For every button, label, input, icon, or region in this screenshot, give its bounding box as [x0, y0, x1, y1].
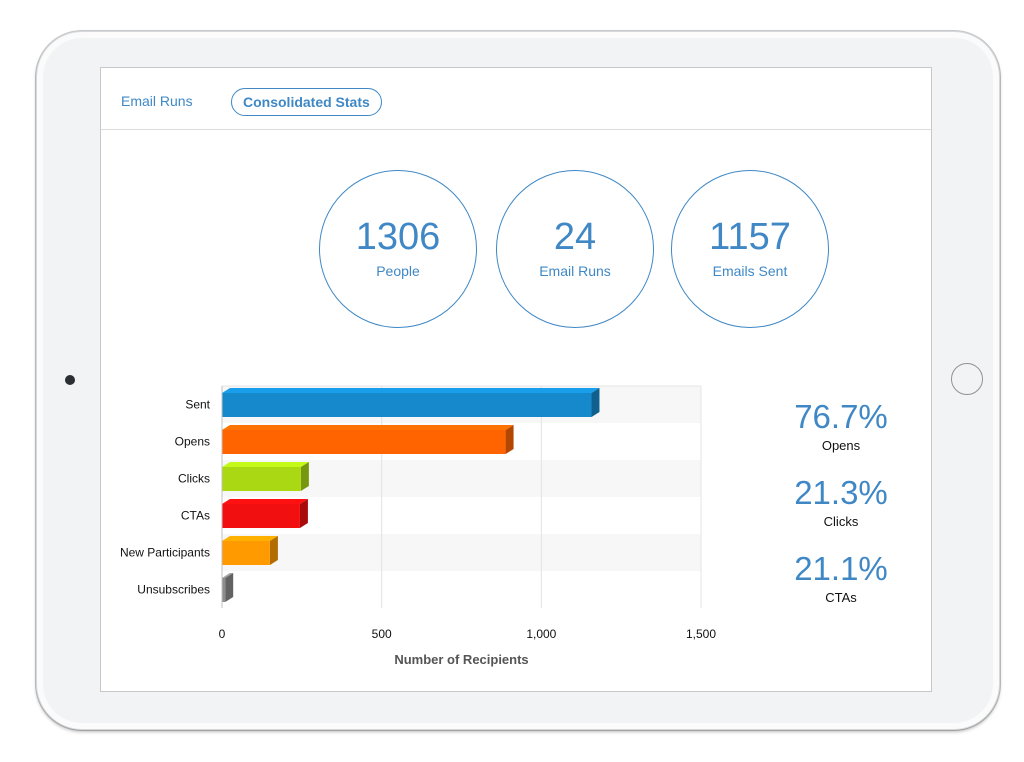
pct-clicks-label: Clicks: [823, 514, 859, 529]
pct-clicks-value: 21.3%: [794, 474, 888, 511]
bar-unsubscribes: [222, 578, 226, 602]
bar-ctas-top: [222, 499, 308, 504]
x-axis-label: Number of Recipients: [394, 652, 528, 667]
stat-email-runs: 24 Email Runs: [496, 170, 654, 328]
chart-row-band: [222, 534, 701, 571]
bar-clicks-side: [300, 462, 309, 491]
bar-opens-top: [222, 425, 514, 430]
tab-bar: Email Runs Consolidated Stats: [101, 68, 931, 130]
x-tick-label: 0: [219, 627, 226, 641]
stat-email-runs-label: Email Runs: [539, 263, 611, 279]
pct-opens-label: Opens: [821, 438, 861, 453]
bar-sent: [222, 393, 592, 417]
stat-people: 1306 People: [319, 170, 477, 328]
stat-emails-sent-label: Emails Sent: [712, 263, 788, 279]
pct-clicks: 21.3% Clicks: [781, 474, 901, 529]
pct-opens-value: 76.7%: [794, 398, 888, 435]
pct-opens: 76.7% Opens: [781, 398, 901, 453]
bar-sent-top: [222, 388, 600, 393]
x-tick-label: 500: [372, 627, 392, 641]
category-label-new-participants: New Participants: [120, 546, 210, 560]
bar-ctas: [222, 504, 300, 528]
stat-email-runs-value: 24: [553, 216, 597, 258]
category-label-unsubscribes: Unsubscribes: [137, 583, 210, 597]
bar-sent-side: [591, 388, 600, 417]
category-label-ctas: CTAs: [181, 509, 210, 523]
pct-ctas-value: 21.1%: [794, 550, 888, 587]
stat-emails-sent: 1157 Emails Sent: [671, 170, 829, 328]
bar-opens-side: [505, 425, 514, 454]
pct-ctas: 21.1% CTAs: [781, 550, 901, 605]
bar-clicks-top: [222, 462, 309, 467]
recipients-bar-chart: Sent Opens Clicks CTAs New Participants Unsub…: [120, 385, 716, 667]
bar-new-participants-top: [222, 536, 278, 541]
bar-unsubscribes-top: [222, 573, 234, 578]
category-label-sent: Sent: [185, 398, 210, 412]
x-tick-label: 1,500: [686, 627, 716, 641]
category-label-opens: Opens: [175, 435, 210, 449]
bar-opens: [222, 430, 506, 454]
stat-emails-sent-value: 1157: [709, 216, 791, 258]
home-button[interactable]: [951, 363, 983, 395]
pct-ctas-label: CTAs: [825, 590, 857, 605]
bar-clicks: [222, 467, 301, 491]
camera-icon: [65, 375, 75, 385]
category-label-clicks: Clicks: [178, 472, 210, 486]
bar-new-participants: [222, 541, 270, 565]
x-tick-label: 1,000: [526, 627, 556, 641]
app-screen: Email Runs Consolidated Stats 1306 Peopl…: [100, 67, 932, 692]
stat-people-value: 1306: [355, 216, 441, 258]
bar-new-participants-side: [269, 536, 278, 565]
bar-unsubscribes-side: [225, 573, 234, 602]
tab-consolidated-stats[interactable]: Consolidated Stats: [231, 88, 382, 116]
bar-ctas-side: [299, 499, 308, 528]
stat-people-label: People: [376, 263, 420, 279]
tab-email-runs[interactable]: Email Runs: [121, 93, 193, 109]
